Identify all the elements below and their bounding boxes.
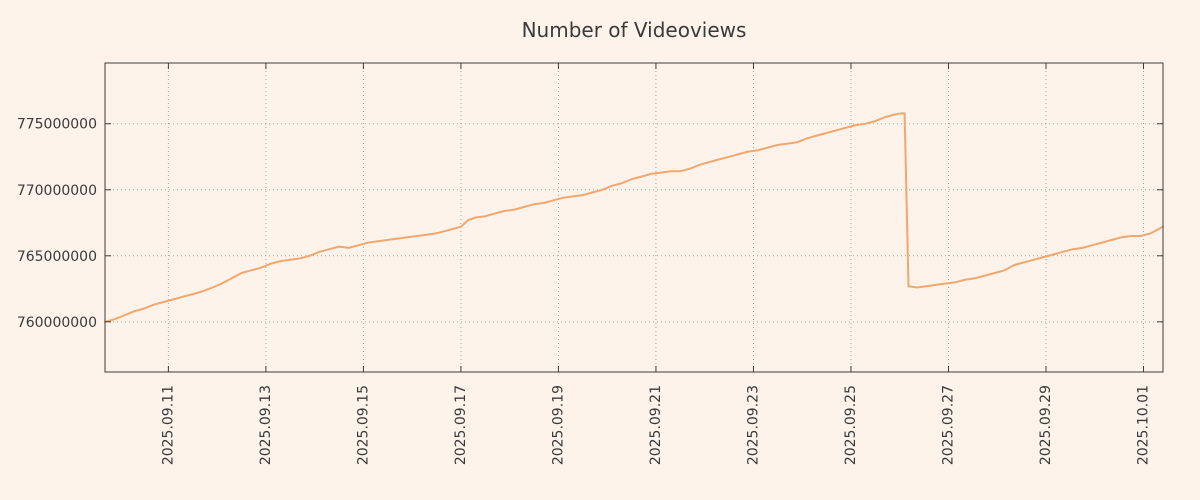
plot-border bbox=[104, 62, 1164, 373]
tick-labels: 2025.09.11 2025.09.13 2025.09.15 2025.09.17… bbox=[17, 117, 1152, 465]
x-tick-label: 2025.09.11 bbox=[160, 385, 176, 465]
y-tick-label: 770000000 bbox=[17, 183, 97, 199]
videoviews-line bbox=[104, 112, 1164, 323]
x-tick-label: 2025.09.29 bbox=[1038, 385, 1054, 465]
axes bbox=[104, 62, 1164, 373]
chart-title: Number of Videoviews bbox=[522, 18, 747, 42]
x-tick-label: 2025.09.23 bbox=[745, 385, 761, 465]
data-series bbox=[104, 112, 1164, 323]
x-tick-label: 2025.09.17 bbox=[453, 385, 469, 465]
grid-lines bbox=[105, 63, 1163, 372]
x-tick-label: 2025.09.19 bbox=[550, 385, 566, 465]
x-tick-label: 2025.09.15 bbox=[355, 385, 371, 465]
y-tick-label: 760000000 bbox=[17, 315, 97, 331]
y-tick-label: 765000000 bbox=[17, 249, 97, 265]
x-tick-label: 2025.09.25 bbox=[843, 385, 859, 465]
x-tick-label: 2025.09.21 bbox=[648, 385, 664, 465]
x-tick-label: 2025.09.27 bbox=[940, 385, 956, 465]
x-tick-label: 2025.09.13 bbox=[258, 385, 274, 465]
x-tick-label: 2025.10.01 bbox=[1135, 385, 1151, 465]
y-tick-label: 775000000 bbox=[17, 117, 97, 133]
